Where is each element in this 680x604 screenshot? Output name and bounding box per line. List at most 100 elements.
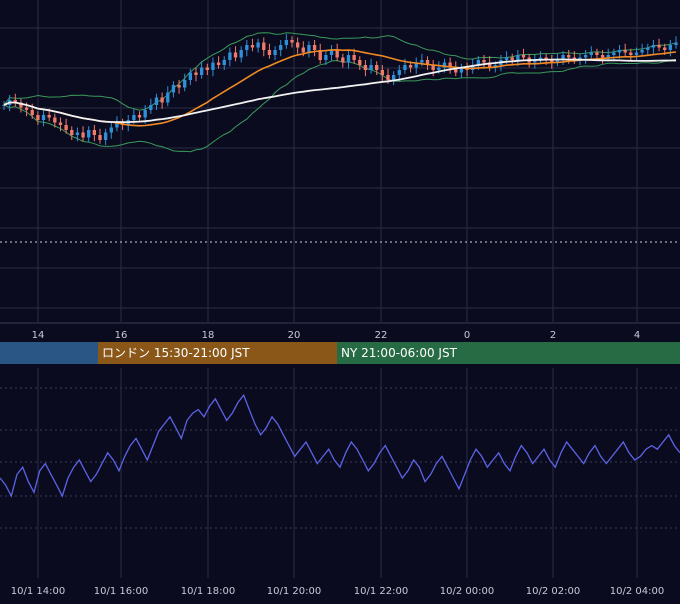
oscillator-x-tick-label: 10/1 22:00: [354, 586, 408, 597]
candle-body: [137, 115, 142, 118]
candle-body: [408, 65, 413, 68]
candle-body: [657, 45, 661, 48]
candle-down: [465, 62, 469, 77]
price-x-tick-label: 16: [115, 330, 128, 341]
candle-body: [222, 60, 226, 65]
oscillator-x-tick-label: 10/2 04:00: [610, 586, 664, 597]
oscillator-grid: [0, 368, 680, 578]
candle-body: [397, 70, 401, 75]
candle-up: [583, 50, 588, 64]
candle-body: [53, 117, 57, 123]
price-x-tick-label: 22: [375, 330, 388, 341]
candle-up: [589, 46, 593, 59]
candle-body: [312, 45, 317, 50]
oscillator-x-tick-label: 10/1 20:00: [267, 586, 321, 597]
candle-body: [307, 45, 311, 53]
candle-down: [510, 53, 514, 65]
candle-down: [216, 56, 221, 69]
price-plot: [2, 32, 678, 153]
candle-body: [646, 47, 650, 50]
candle-body: [640, 50, 644, 53]
candle-body: [143, 110, 147, 118]
candle-body: [70, 130, 74, 135]
candle-down: [92, 125, 97, 142]
candle-up: [115, 116, 119, 132]
candle-up: [188, 68, 193, 85]
candle-body: [329, 50, 334, 55]
oscillator-x-tick-label: 10/1 18:00: [181, 586, 235, 597]
candle-up: [346, 50, 351, 69]
candle-body: [335, 50, 339, 58]
candle-down: [13, 93, 17, 107]
candle-body: [380, 70, 385, 75]
candle-body: [262, 42, 266, 50]
oscillator-x-tick-label: 10/2 00:00: [440, 586, 494, 597]
candle-body: [431, 65, 435, 70]
candle-up: [199, 61, 204, 79]
candle-down: [70, 126, 74, 140]
candle-body: [58, 122, 63, 125]
candle-body: [13, 100, 17, 103]
candle-down: [341, 53, 345, 68]
candle-body: [358, 60, 362, 65]
candle-body: [205, 67, 209, 70]
candle-body: [103, 132, 108, 140]
candle-body: [521, 55, 526, 58]
candle-down: [19, 98, 23, 113]
candle-up: [538, 51, 543, 64]
candle-down: [363, 60, 368, 77]
candle-body: [211, 62, 215, 70]
candle-body: [459, 67, 464, 73]
candle-body: [583, 55, 588, 58]
candle-down: [425, 56, 430, 70]
candle-down: [194, 67, 198, 82]
session-band-london: ロンドン 15:30-21:00 JST: [98, 342, 337, 364]
candle-body: [2, 105, 6, 106]
price-x-tick-label: 4: [634, 330, 640, 341]
candle-down: [262, 37, 266, 57]
candle-up: [459, 63, 464, 78]
candle-body: [81, 132, 85, 138]
candle-body: [64, 125, 68, 130]
candle-body: [555, 60, 560, 63]
candle-up: [103, 128, 108, 145]
candle-body: [471, 65, 475, 70]
candle-down: [600, 50, 605, 64]
candle-up: [284, 33, 289, 49]
candle-up: [674, 36, 678, 49]
candle-body: [30, 110, 34, 115]
candle-body: [279, 45, 283, 50]
candle-body: [561, 55, 565, 60]
candle-down: [58, 117, 63, 132]
candle-up: [245, 40, 249, 57]
candle-body: [160, 97, 164, 103]
candle-down: [267, 43, 272, 59]
bollinger-upper-line: [3, 32, 677, 111]
candle-down: [375, 61, 379, 75]
candle-body: [487, 62, 492, 68]
candle-body: [386, 75, 390, 80]
candle-down: [177, 80, 181, 94]
candle-body: [606, 55, 610, 58]
candle-body: [437, 67, 441, 70]
candle-up: [324, 51, 328, 65]
oscillator-x-tick-label: 10/2 02:00: [526, 586, 580, 597]
candle-body: [318, 50, 322, 60]
candle-body: [183, 80, 187, 88]
candle-body: [663, 47, 667, 50]
price-x-tick-label: 0: [464, 330, 470, 341]
candle-body: [612, 52, 616, 55]
candle-body: [578, 57, 582, 60]
oscillator-line: [0, 393, 680, 498]
candle-body: [19, 102, 23, 108]
candle-body: [41, 115, 46, 120]
candle-down: [482, 55, 486, 69]
candle-body: [629, 52, 633, 55]
candle-up: [634, 47, 639, 62]
candle-up: [239, 46, 243, 63]
candle-body: [301, 47, 305, 53]
candle-down: [657, 38, 661, 52]
candle-body: [75, 132, 80, 135]
candle-up: [369, 58, 373, 74]
